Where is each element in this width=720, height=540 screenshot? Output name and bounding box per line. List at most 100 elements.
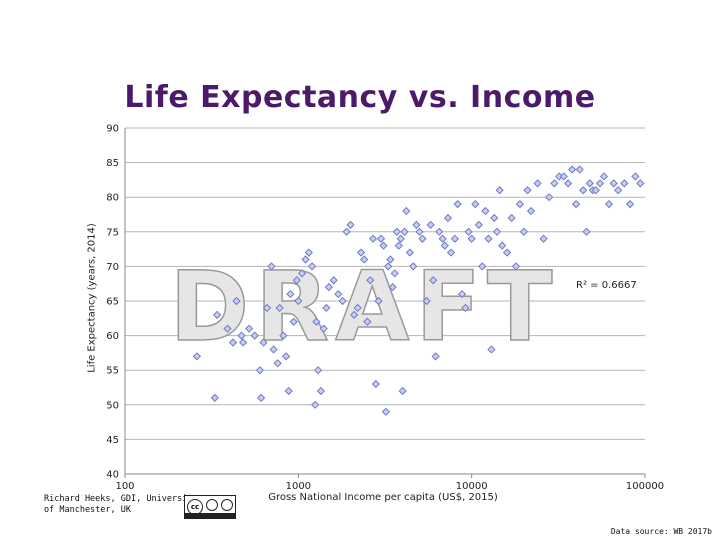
data-point [519,227,528,236]
data-source-note: Data source: WB 2017b [610,527,712,536]
data-point [210,393,219,402]
data-point [498,241,507,250]
data-point [507,213,516,223]
data-point [311,400,320,409]
data-point [329,276,338,285]
y-tick-label: 60 [106,331,119,342]
data-point [374,296,383,306]
axes: 40 45 50 55 60 65 70 75 80 85 90 100 1000 10000 100000 [106,124,664,493]
data-point [511,262,521,271]
data-point [539,234,548,243]
credit-line-1: Richard Heeks, GDI, University [44,494,198,504]
data-point [368,234,378,243]
data-point [431,352,440,361]
data-point [396,234,405,243]
noncommercial-icon [221,499,233,511]
data-point [273,359,282,368]
data-point [307,262,317,271]
data-point [371,379,380,389]
y-axis-label: Life Expectancy (years, 2014) [86,223,98,373]
y-tick-label: 85 [106,158,119,169]
data-point [297,269,307,278]
data-point [255,366,264,375]
data-point [384,262,393,271]
data-point [559,172,568,181]
data-point [523,186,532,195]
y-tick-label: 70 [106,262,119,273]
data-point [461,303,470,313]
draft-watermark-text: DRAFT [170,251,559,363]
data-point [478,262,487,271]
data-point [438,234,447,243]
y-tick-label: 40 [106,470,119,481]
data-point [363,317,372,326]
data-point [484,234,493,243]
data-point [464,227,473,236]
data-point [620,179,629,188]
data-point [636,179,645,188]
data-points [192,165,645,416]
data-point [467,234,476,243]
data-point [388,283,397,292]
data-point [487,345,496,354]
data-point [366,276,375,285]
data-point [533,179,542,188]
data-point [440,241,449,250]
data-point [379,241,388,250]
data-point [334,289,343,299]
data-point [228,338,238,347]
data-point [429,276,438,285]
data-point [338,296,347,306]
data-point [418,234,427,243]
draft-watermark: DRAFT [169,250,559,364]
data-point [402,206,411,216]
data-point [319,324,328,333]
data-point [350,310,359,319]
data-point [381,407,390,416]
data-point [213,310,222,319]
data-point [453,200,462,209]
data-point [360,255,369,264]
data-point [289,317,298,326]
data-point [571,200,581,209]
data-point [492,227,502,236]
data-point [262,303,272,313]
data-point [502,248,512,257]
data-point [269,345,278,354]
y-tick-label: 90 [106,124,119,135]
gridlines [125,127,645,475]
x-tick-label: 100000 [626,481,664,492]
data-point [294,296,303,306]
data-point [575,165,584,174]
x-axis-label: Gross National Income per capita (US$, 2… [268,492,498,503]
data-point [604,200,614,209]
data-point [450,234,459,243]
data-point [286,289,295,299]
y-tick-label: 75 [106,227,119,238]
data-point [515,200,525,209]
data-point [386,255,395,264]
data-point [426,220,435,229]
data-point [316,386,326,396]
data-point [313,366,323,375]
data-point [398,386,407,396]
data-point [405,248,414,257]
data-point [471,200,480,209]
data-point [238,338,248,347]
data-point [526,206,536,216]
data-point [232,296,241,306]
data-point [245,324,254,333]
credit-line-2: of Manchester, UK [44,505,131,515]
data-point [481,206,490,216]
data-point [400,227,409,236]
data-point [267,262,276,271]
data-point [223,324,232,333]
data-point [301,255,310,264]
data-point [342,227,351,236]
data-point [237,331,246,340]
data-point [192,352,202,361]
data-point [346,220,355,229]
data-point [550,179,559,188]
data-point [394,241,403,250]
